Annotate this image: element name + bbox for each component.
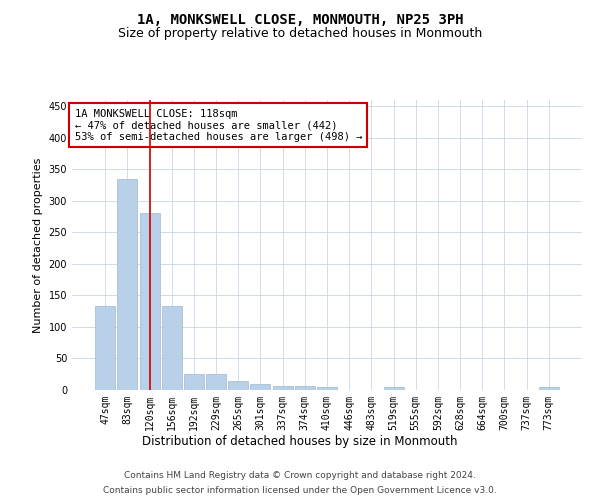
Bar <box>95 306 115 390</box>
Text: 1A, MONKSWELL CLOSE, MONMOUTH, NP25 3PH: 1A, MONKSWELL CLOSE, MONMOUTH, NP25 3PH <box>137 12 463 26</box>
Bar <box>317 388 337 390</box>
Text: 1A MONKSWELL CLOSE: 118sqm
← 47% of detached houses are smaller (442)
53% of sem: 1A MONKSWELL CLOSE: 118sqm ← 47% of deta… <box>74 108 362 142</box>
Text: Size of property relative to detached houses in Monmouth: Size of property relative to detached ho… <box>118 28 482 40</box>
Bar <box>272 386 293 390</box>
Bar <box>162 306 182 390</box>
Text: Distribution of detached houses by size in Monmouth: Distribution of detached houses by size … <box>142 435 458 448</box>
Text: Contains HM Land Registry data © Crown copyright and database right 2024.: Contains HM Land Registry data © Crown c… <box>124 471 476 480</box>
Bar <box>140 214 160 390</box>
Bar <box>206 374 226 390</box>
Bar <box>539 388 559 390</box>
Bar <box>295 386 315 390</box>
Y-axis label: Number of detached properties: Number of detached properties <box>33 158 43 332</box>
Text: Contains public sector information licensed under the Open Government Licence v3: Contains public sector information licen… <box>103 486 497 495</box>
Bar <box>383 388 404 390</box>
Bar <box>118 179 137 390</box>
Bar <box>228 381 248 390</box>
Bar <box>184 374 204 390</box>
Bar <box>250 384 271 390</box>
